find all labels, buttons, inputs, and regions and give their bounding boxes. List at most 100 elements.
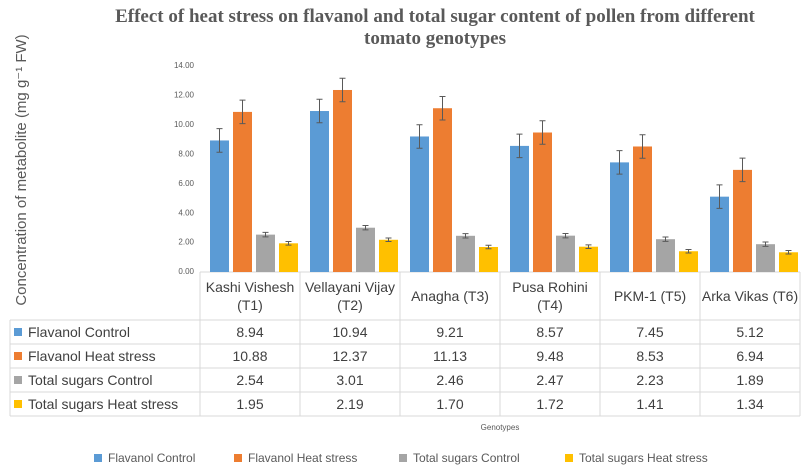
x-tick-label: Anagha (T3) [411, 288, 489, 304]
table-row-label: Flavanol Control [12, 320, 130, 344]
table-value: 2.46 [436, 372, 464, 388]
bar [533, 132, 552, 272]
table-value: 10.88 [232, 348, 268, 364]
error-bar [616, 150, 623, 175]
table-value: 1.34 [736, 396, 764, 412]
x-tick-label: Arka Vikas (T6) [701, 288, 799, 304]
table-value: 2.23 [636, 372, 664, 388]
bar [710, 196, 729, 272]
error-bar [339, 77, 346, 103]
error-bar [739, 157, 746, 183]
legend-item: Total sugars Control [397, 451, 520, 465]
error-bar [285, 241, 292, 246]
legend-swatch [14, 376, 22, 384]
bar [633, 146, 652, 272]
table-value: 9.48 [536, 348, 564, 364]
bar [333, 89, 352, 272]
bar [279, 243, 298, 272]
legend-label: Flavanol Control [28, 324, 130, 340]
y-tick-label: 0.00 [178, 267, 194, 276]
bar [733, 169, 752, 272]
error-bar [316, 98, 323, 124]
bar [379, 239, 398, 272]
y-tick-label: 8.00 [178, 149, 194, 158]
error-bar [362, 225, 369, 231]
table-value: 8.57 [536, 324, 564, 340]
bar [779, 252, 798, 272]
error-bar [262, 231, 269, 238]
table-value: 10.94 [332, 324, 368, 340]
table-value: 8.53 [636, 348, 664, 364]
bar [610, 162, 629, 272]
table-value: 1.70 [436, 396, 464, 412]
legend-label: Flavanol Heat stress [28, 348, 156, 364]
error-bar [485, 244, 492, 250]
table-value: 5.12 [736, 324, 764, 340]
error-bar [439, 95, 446, 121]
bar [410, 136, 429, 272]
y-tick-label: 12.00 [174, 91, 195, 100]
table-value: 2.47 [536, 372, 564, 388]
chart-title: Effect of heat stress on flavanol and to… [115, 6, 755, 49]
bar [433, 108, 452, 272]
table-row-label: Total sugars Control [12, 368, 153, 392]
bar [556, 235, 575, 272]
table-value: 8.94 [236, 324, 264, 340]
bar [679, 251, 698, 272]
y-tick-label: 10.00 [174, 120, 195, 129]
error-bar [785, 250, 792, 255]
table-value: 12.37 [332, 348, 368, 364]
table-value: 6.94 [736, 348, 764, 364]
table-value: 11.13 [433, 348, 467, 364]
error-bar [462, 233, 469, 239]
x-tick-label: Kashi Vishesh (T1) [205, 279, 295, 313]
legend-label: Total sugars Control [28, 372, 153, 388]
x-tick-label: PKM-1 (T5) [613, 288, 687, 304]
error-bar [385, 237, 392, 243]
bar [233, 111, 252, 272]
bar [656, 239, 675, 272]
error-bar [762, 241, 769, 247]
legend-swatch [399, 454, 407, 462]
legend-swatch [14, 328, 22, 336]
legend-swatch [14, 400, 22, 408]
legend-item: Total sugars Heat stress [563, 451, 708, 465]
bar [310, 111, 329, 272]
table-row-label: Flavanol Heat stress [12, 344, 156, 368]
y-tick-label: 4.00 [178, 208, 194, 217]
legend-label: Total sugars Heat stress [579, 451, 708, 465]
table-value: 9.21 [436, 324, 464, 340]
legend-label: Total sugars Heat stress [28, 396, 179, 412]
error-bar [516, 133, 523, 159]
table-value: 3.01 [336, 372, 364, 388]
x-axis-label: Genotypes [481, 423, 520, 432]
bar [756, 244, 775, 272]
error-bar [662, 236, 669, 242]
legend-item: Flavanol Heat stress [232, 451, 357, 465]
legend-label: Total sugars Control [413, 451, 520, 465]
legend-swatch [565, 454, 573, 462]
y-tick-label: 6.00 [178, 179, 194, 188]
bar [256, 234, 275, 272]
error-bar [639, 134, 646, 159]
legend-label: Flavanol Heat stress [248, 451, 358, 465]
error-bar [716, 184, 723, 209]
error-bar [585, 244, 592, 249]
x-tick-label: Pusa Rohini (T4) [512, 279, 588, 313]
table-row-label: Total sugars Heat stress [12, 392, 178, 416]
error-bar [539, 120, 546, 145]
error-bar [239, 99, 246, 125]
bar [210, 140, 229, 272]
table-value: 1.41 [636, 396, 664, 412]
table-value: 2.54 [236, 372, 264, 388]
table-value: 2.19 [336, 396, 364, 412]
error-bar [416, 124, 423, 149]
table-value: 7.45 [636, 324, 664, 340]
y-tick-label: 14.00 [174, 61, 195, 70]
bar [579, 246, 598, 272]
legend-item: Flavanol Control [92, 451, 195, 465]
legend-swatch [14, 352, 22, 360]
y-tick-label: 2.00 [178, 238, 194, 247]
